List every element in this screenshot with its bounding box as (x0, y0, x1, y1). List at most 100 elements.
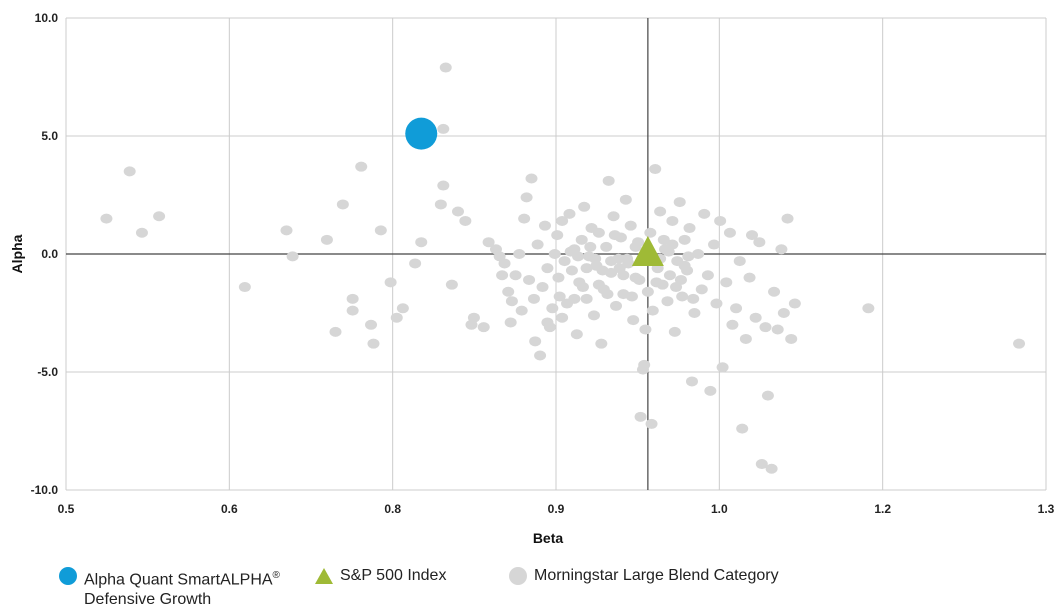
legend-fund-registered: ® (272, 570, 280, 581)
category-point (587, 310, 600, 321)
category-point (771, 324, 784, 335)
x-tick-label: 1.3 (1038, 502, 1055, 516)
category-point (701, 270, 714, 281)
category-point (280, 225, 293, 236)
category-point (513, 249, 526, 259)
category-point (520, 192, 533, 203)
category-point (518, 213, 531, 224)
category-point (649, 164, 662, 175)
category-point (687, 293, 700, 304)
category-point (1013, 338, 1026, 349)
category-point (621, 253, 634, 264)
category-point (765, 463, 778, 474)
category-point (685, 376, 698, 387)
category-point (556, 312, 569, 323)
category-point (153, 211, 166, 222)
category-point (439, 62, 452, 73)
category-point (551, 230, 564, 241)
category-point (578, 201, 591, 212)
category-point (589, 253, 602, 264)
category-point (682, 251, 695, 262)
category-point (536, 282, 549, 293)
category-point (100, 213, 113, 224)
category-point (477, 322, 490, 333)
category-point (580, 293, 593, 304)
category-point (619, 194, 632, 205)
category-point (641, 286, 654, 297)
category-point (390, 312, 403, 323)
category-point (668, 326, 681, 337)
fund-circle-icon (59, 567, 77, 585)
category-point (739, 333, 752, 344)
x-tick-label: 0.5 (58, 502, 75, 516)
legend: Alpha Quant SmartALPHA® Defensive Growth… (58, 566, 958, 610)
category-point (346, 293, 359, 304)
category-point (613, 263, 626, 274)
category-point (529, 336, 542, 347)
category-point (785, 333, 798, 344)
category-point (759, 322, 772, 333)
category-point (509, 270, 522, 281)
category-point (496, 270, 509, 281)
category-point (346, 305, 359, 316)
category-point (238, 282, 251, 293)
category-point (601, 289, 614, 300)
tick-labels: 0.5 0.6 0.8 0.9 1.0 1.2 1.3 10.0 5.0 0.0 -5.0 -10.0 (31, 11, 1055, 516)
category-point (576, 282, 589, 293)
category-point (584, 241, 597, 252)
category-point (515, 305, 528, 316)
index-triangle-icon (315, 568, 333, 584)
category-point (437, 123, 450, 134)
category-point (761, 390, 774, 401)
category-point (777, 308, 790, 318)
category-point (654, 206, 667, 217)
category-point (633, 274, 646, 285)
y-tick-label: 0.0 (41, 247, 58, 261)
category-point (676, 291, 689, 302)
highlight-markers (405, 117, 664, 266)
category-point (646, 305, 659, 316)
category-point (538, 220, 551, 231)
category-point (415, 237, 428, 248)
category-point (714, 215, 727, 226)
x-tick-label: 0.6 (221, 502, 238, 516)
category-point (565, 265, 578, 276)
category-point (553, 291, 566, 302)
category-point (396, 303, 409, 314)
category-point (788, 298, 801, 309)
category-point (650, 277, 663, 288)
category-point (558, 256, 571, 267)
category-point (644, 227, 657, 238)
category-point (459, 215, 472, 226)
category-point (708, 239, 721, 250)
legend-category-label: Morningstar Large Blend Category (534, 567, 779, 584)
x-tick-label: 1.2 (874, 502, 891, 516)
category-point (610, 300, 623, 311)
category-point (135, 227, 148, 238)
category-point (531, 239, 544, 250)
y-tick-label: 10.0 (35, 11, 59, 25)
category-point (286, 251, 299, 262)
category-point (374, 225, 387, 236)
category-point (607, 211, 620, 222)
y-tick-label: 5.0 (41, 129, 58, 143)
category-point (434, 199, 447, 210)
category-point (704, 385, 717, 396)
category-point (662, 246, 675, 257)
category-point (716, 362, 729, 373)
category-point (355, 161, 368, 172)
x-axis-title: Beta (533, 530, 564, 546)
category-point (688, 308, 701, 318)
category-point (541, 263, 554, 274)
category-point (639, 324, 652, 335)
category-point (661, 296, 674, 307)
legend-fund-label: Alpha Quant SmartALPHA (84, 571, 273, 589)
category-point (563, 208, 576, 219)
category-point (445, 279, 458, 290)
category-point (365, 319, 378, 330)
category-point (624, 220, 637, 231)
category-point (730, 303, 743, 314)
category-point (568, 293, 581, 304)
category-point (723, 227, 736, 238)
category-point (634, 411, 647, 422)
